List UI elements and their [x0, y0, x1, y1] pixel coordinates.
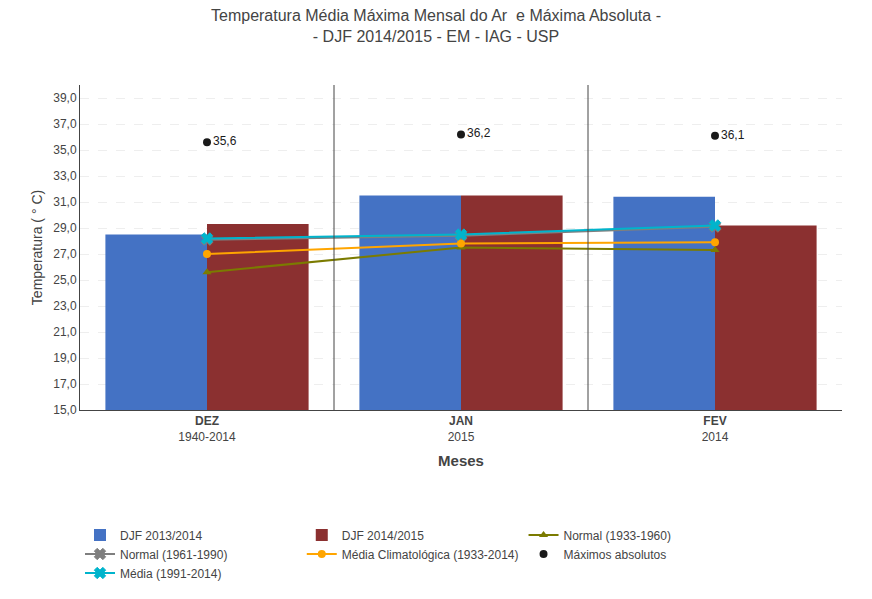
svg-text:Normal (1961-1990): Normal (1961-1990) — [120, 548, 227, 562]
svg-text:17,0: 17,0 — [53, 377, 77, 391]
svg-text:35,6: 35,6 — [213, 134, 237, 148]
svg-text:21,0: 21,0 — [53, 325, 77, 339]
svg-text:Temperatura Média Máxima Mensa: Temperatura Média Máxima Mensal do Ar e … — [211, 7, 661, 45]
svg-text:36,2: 36,2 — [467, 126, 491, 140]
svg-text:Temperatura ( ° C): Temperatura ( ° C) — [29, 190, 45, 305]
svg-text:DJF 2014/2015: DJF 2014/2015 — [342, 529, 424, 543]
svg-text:Meses: Meses — [438, 452, 484, 469]
svg-text:27,0: 27,0 — [53, 247, 77, 261]
svg-text:Máximos absolutos: Máximos absolutos — [564, 548, 667, 562]
svg-text:JAN2015: JAN2015 — [448, 414, 475, 444]
svg-text:Normal (1933-1960): Normal (1933-1960) — [564, 529, 671, 543]
svg-text:39,0: 39,0 — [53, 91, 77, 105]
svg-text:36,1: 36,1 — [721, 128, 745, 142]
svg-text:29,0: 29,0 — [53, 221, 77, 235]
svg-text:35,0: 35,0 — [53, 143, 77, 157]
svg-text:37,0: 37,0 — [53, 117, 77, 131]
svg-text:DEZ1940-2014: DEZ1940-2014 — [178, 414, 236, 444]
svg-text:Média (1991-2014): Média (1991-2014) — [120, 567, 221, 581]
svg-text:25,0: 25,0 — [53, 273, 77, 287]
svg-text:15,0: 15,0 — [53, 403, 77, 417]
svg-text:31,0: 31,0 — [53, 195, 77, 209]
svg-text:FEV2014: FEV2014 — [702, 414, 729, 444]
svg-text:19,0: 19,0 — [53, 351, 77, 365]
svg-text:DJF 2013/2014: DJF 2013/2014 — [120, 529, 202, 543]
svg-text:Média Climatológica (1933-2014: Média Climatológica (1933-2014) — [342, 548, 519, 562]
svg-text:23,0: 23,0 — [53, 299, 77, 313]
svg-text:33,0: 33,0 — [53, 169, 77, 183]
